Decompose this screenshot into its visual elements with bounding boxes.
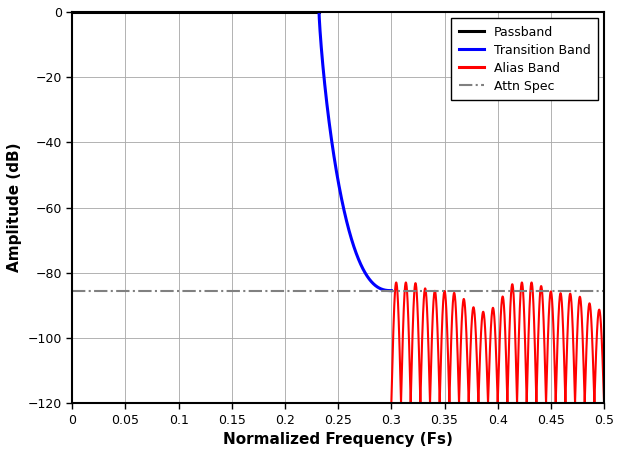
Y-axis label: Amplitude (dB): Amplitude (dB) (7, 143, 22, 272)
Legend: Passband, Transition Band, Alias Band, Attn Spec: Passband, Transition Band, Alias Band, A… (451, 18, 598, 100)
X-axis label: Normalized Frequency (Fs): Normalized Frequency (Fs) (223, 432, 453, 447)
